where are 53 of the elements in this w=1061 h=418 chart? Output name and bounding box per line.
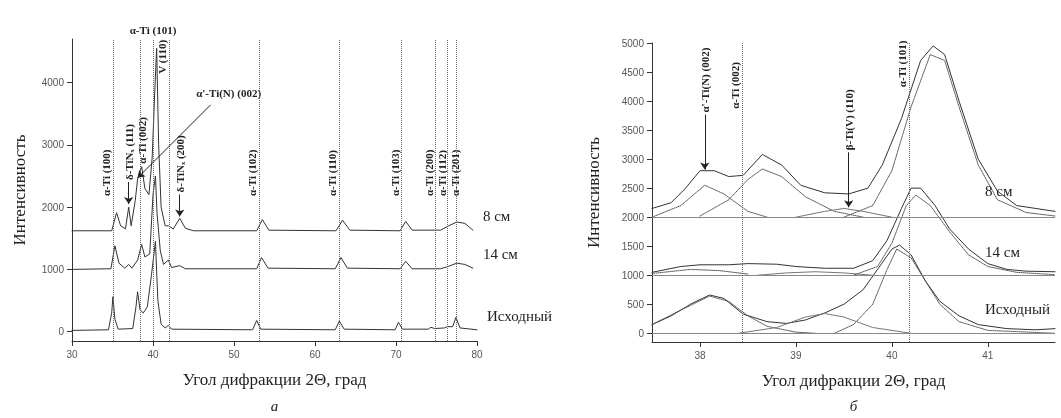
x-tick-label: 60 — [309, 348, 321, 360]
y-tick-label: 4000 — [621, 95, 645, 107]
x-tick-label: 70 — [390, 348, 402, 360]
x-tick-label: 30 — [66, 348, 78, 360]
y-tick-label: 3000 — [621, 153, 645, 165]
x-tick-label: 38 — [694, 349, 706, 361]
ref-line-label: α-Ti (103) — [388, 149, 402, 197]
annotation: δ-TiNₓ (200) — [173, 134, 187, 193]
text: б — [849, 398, 858, 414]
ref-line-label: V (110) — [156, 39, 170, 74]
text: а — [270, 398, 279, 414]
x-tick-label: 50 — [228, 348, 240, 360]
y-tick-label: 4000 — [41, 77, 65, 89]
ref-line-label: α-Ti (110) — [326, 149, 340, 197]
annotation: α'-Ti(N) (002) — [196, 87, 262, 101]
y-tick-label: 4500 — [621, 66, 645, 78]
x-tick-label: 39 — [790, 349, 802, 361]
series-label: 8 см — [985, 183, 1013, 200]
ref-line-label: α-Ti (102) — [246, 149, 260, 197]
y-tick-label: 0 — [638, 327, 645, 339]
ref-line-label: α-Ti (101) — [129, 24, 177, 37]
ref-line-label: α-Ti (100) — [100, 149, 114, 197]
annotation: β-Ti(V) (110) — [842, 89, 856, 151]
x-tick-label: 40 — [147, 348, 159, 360]
y-tick-label: 0 — [58, 326, 65, 338]
ref-line-label: α-Ti (002) — [729, 61, 743, 109]
series-label: 14 см — [985, 243, 1021, 260]
series-label: 14 см — [482, 246, 519, 263]
y-tick-label: 2000 — [41, 201, 65, 213]
y-axis-title: Интенсивность — [10, 134, 29, 246]
x-axis-title: Угол дифракции 2Θ, град — [761, 371, 946, 390]
x-tick-label: 40 — [886, 349, 898, 361]
y-axis-title: Интенсивность — [584, 136, 603, 248]
y-tick-label: 1000 — [621, 269, 645, 281]
ref-line-label: α-Ti (112) — [435, 149, 449, 197]
series-label: Исходный — [985, 300, 1051, 317]
x-tick-label: 80 — [471, 348, 483, 360]
y-tick-label: 5000 — [621, 37, 645, 49]
ref-line-label: α-Ti (101) — [896, 40, 910, 88]
series-label: 8 см — [482, 208, 511, 225]
y-tick-label: 1500 — [621, 240, 645, 252]
x-axis-title: Угол дифракции 2Θ, град — [182, 370, 367, 389]
y-tick-label: 1000 — [41, 263, 65, 275]
x-tick-label: 41 — [982, 349, 994, 361]
y-tick-label: 3500 — [621, 124, 645, 136]
y-tick-label: 500 — [627, 298, 645, 310]
y-tick-label: 2000 — [621, 211, 645, 223]
annotation: δ-TiNₓ (111) — [122, 123, 136, 181]
series-label: Исходный — [487, 307, 553, 324]
y-tick-label: 3000 — [41, 139, 65, 151]
y-tick-label: 2500 — [621, 182, 645, 194]
annotation: α'-Ti(N) (002) — [698, 47, 712, 113]
ref-line-label: α-Ti (200) — [422, 149, 436, 197]
